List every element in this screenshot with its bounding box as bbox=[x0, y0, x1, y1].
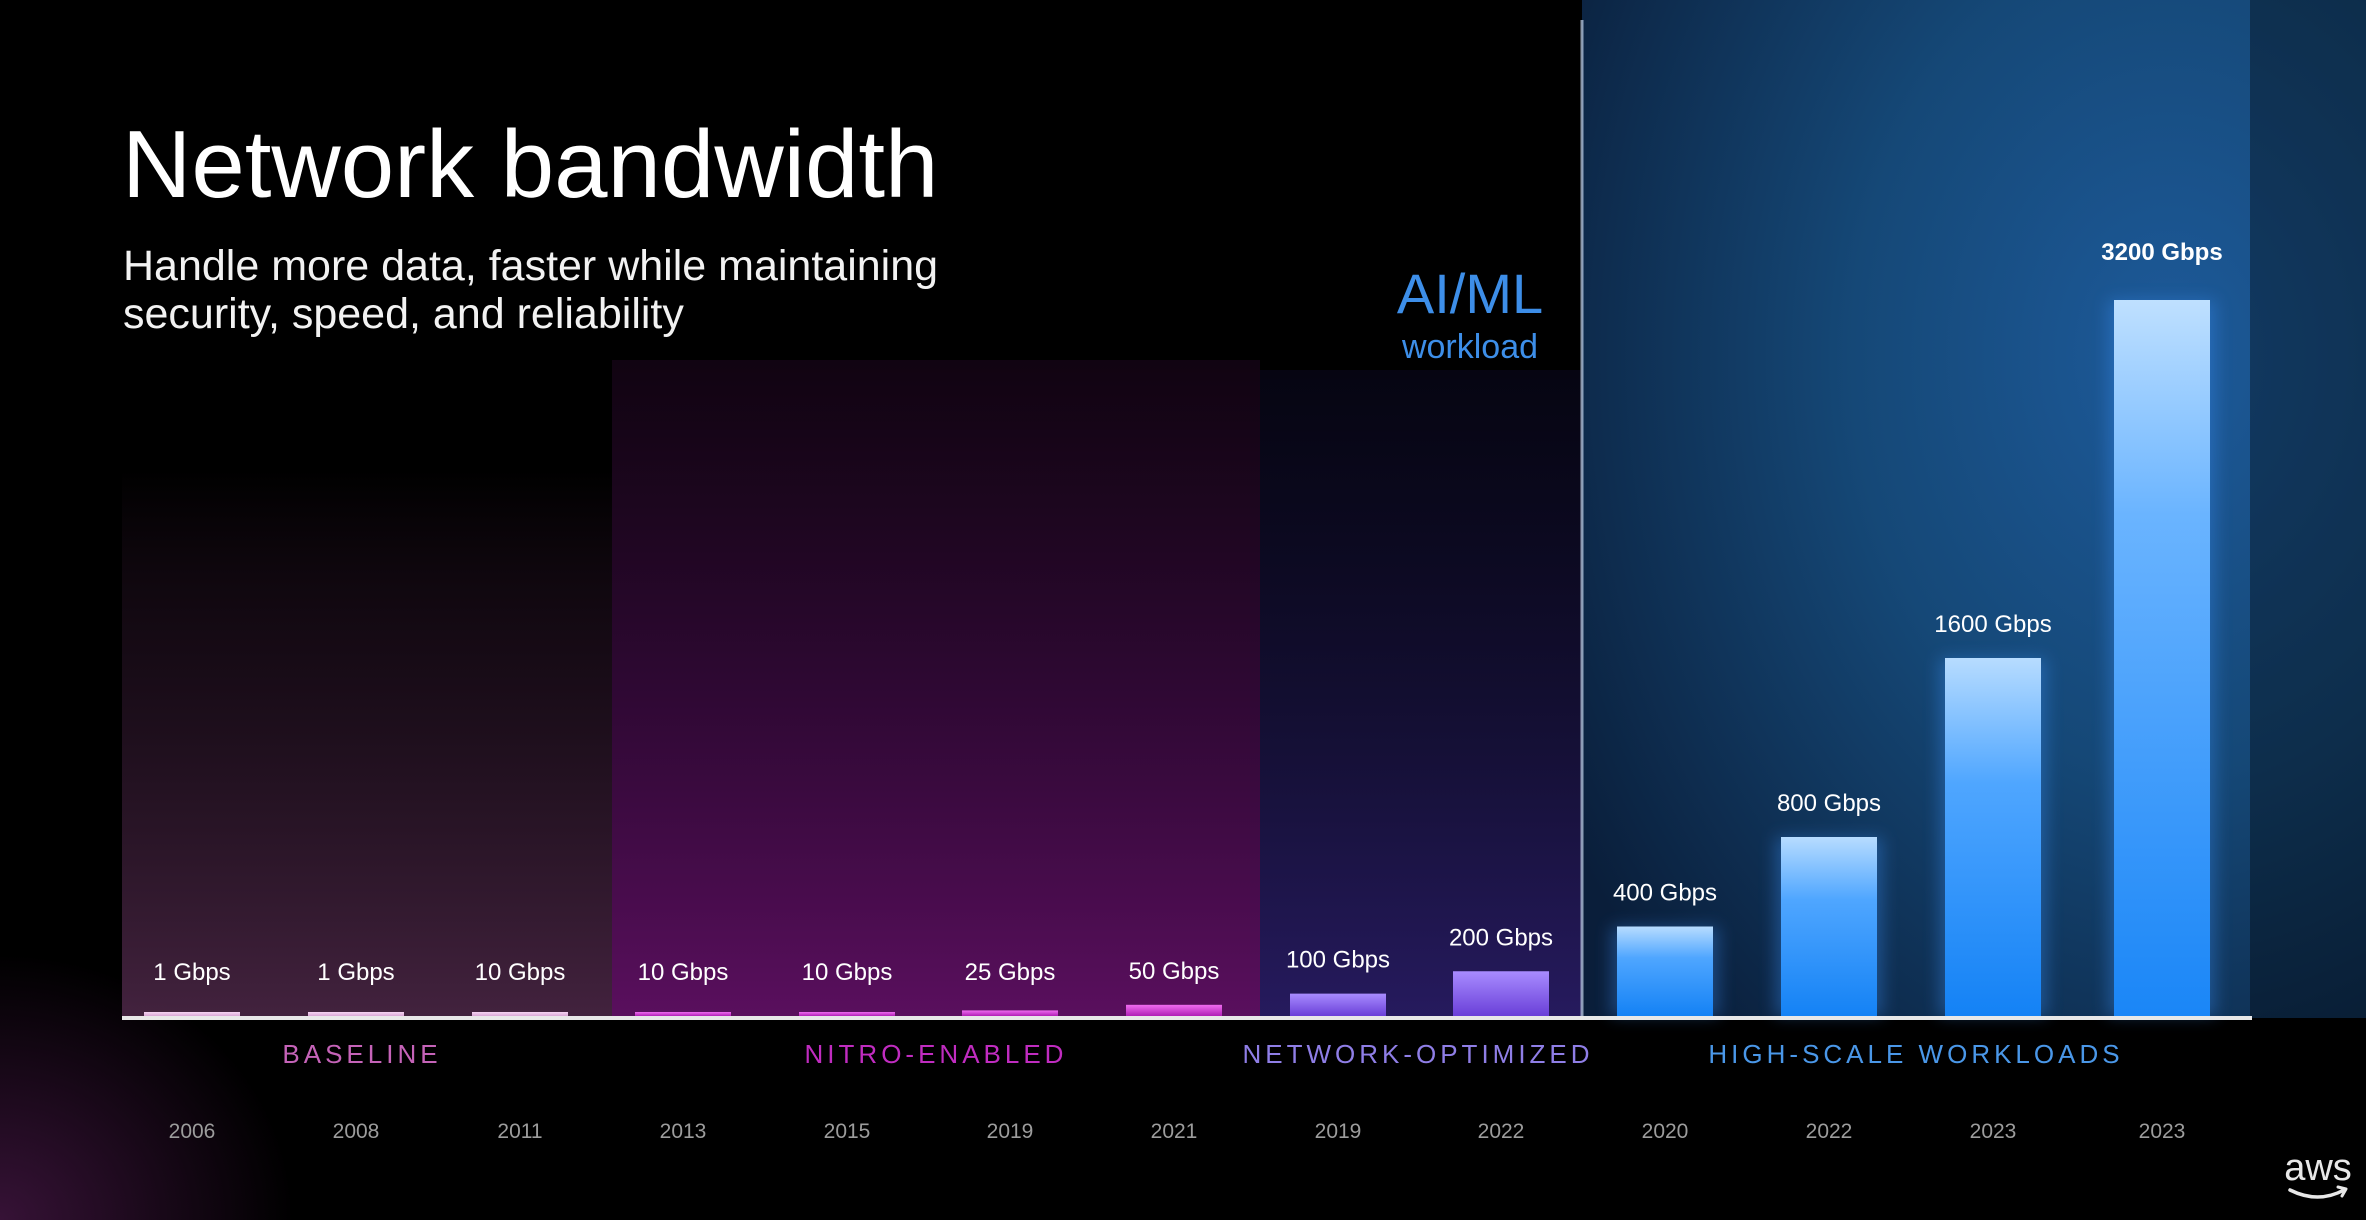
bar bbox=[962, 1010, 1058, 1016]
bar bbox=[1126, 1004, 1222, 1016]
bar-value-label: 100 Gbps bbox=[1286, 947, 1390, 974]
bar-value-label: 400 Gbps bbox=[1613, 880, 1717, 907]
bar-label-layer: 1 Gbps 1 Gbps 10 Gbps 10 Gbps 10 Gbps 25 Gbps… bbox=[153, 239, 2222, 986]
aiml-callout-title: AI/ML bbox=[1396, 262, 1544, 325]
year-tick-label: 2022 bbox=[1478, 1120, 1525, 1143]
group-label-layer: BASELINE NITRO-ENABLED NETWORK-OPTIMIZED HI… bbox=[282, 1039, 2123, 1069]
bar-value-label: 10 Gbps bbox=[638, 959, 729, 986]
bar-value-label: 1 Gbps bbox=[153, 959, 230, 986]
bar-value-label: 1 Gbps bbox=[317, 959, 394, 986]
year-tick-label: 2013 bbox=[660, 1120, 707, 1143]
group-label: NETWORK-OPTIMIZED bbox=[1242, 1039, 1593, 1069]
network-optimized-region bbox=[1260, 370, 1582, 1018]
bar-value-label: 10 Gbps bbox=[475, 959, 566, 986]
aws-logo: aws bbox=[2284, 1147, 2352, 1199]
year-tick-label: 2006 bbox=[169, 1120, 216, 1143]
subtitle-line: Handle more data, faster while maintaini… bbox=[123, 242, 939, 290]
bar-layer bbox=[144, 300, 2216, 1016]
bar bbox=[1290, 993, 1386, 1016]
year-tick-label: 2011 bbox=[497, 1120, 542, 1143]
bar bbox=[635, 1012, 731, 1016]
aws-smile-icon bbox=[2288, 1188, 2346, 1199]
year-tick-label: 2019 bbox=[1315, 1120, 1362, 1143]
year-tick-label: 2021 bbox=[1151, 1120, 1198, 1143]
aws-logo-text: aws bbox=[2284, 1147, 2352, 1189]
bar bbox=[144, 1012, 240, 1016]
year-tick-label: 2023 bbox=[2139, 1120, 2186, 1143]
bar-value-label: 10 Gbps bbox=[802, 959, 893, 986]
aiml-callout: AI/ML workload bbox=[1380, 262, 1560, 366]
subtitle-line: security, speed, and reliability bbox=[123, 290, 684, 338]
bar-value-label: 800 Gbps bbox=[1777, 790, 1881, 817]
bar-value-label: 1600 Gbps bbox=[1934, 611, 2051, 638]
bar bbox=[1945, 658, 2041, 1016]
bar-value-label: 25 Gbps bbox=[965, 959, 1056, 986]
group-label: BASELINE bbox=[282, 1039, 441, 1069]
year-tick-label: 2022 bbox=[1806, 1120, 1853, 1143]
nitro-region bbox=[612, 360, 1260, 1018]
year-tick-label: 2015 bbox=[824, 1120, 871, 1143]
bar bbox=[799, 1012, 895, 1016]
bar bbox=[472, 1012, 568, 1016]
page-title: Network bandwidth bbox=[122, 111, 939, 218]
high-scale-region-fade bbox=[2250, 0, 2366, 1018]
bar bbox=[1453, 971, 1549, 1016]
aws-arrow-icon bbox=[2336, 1185, 2348, 1198]
bar-value-label: 3200 Gbps bbox=[2101, 239, 2222, 266]
year-tick-label: 2023 bbox=[1970, 1120, 2017, 1143]
bar bbox=[1781, 837, 1877, 1016]
bar-value-label: 50 Gbps bbox=[1129, 958, 1220, 985]
group-label: NITRO-ENABLED bbox=[805, 1039, 1068, 1069]
page-subtitle: Handle more data, faster while maintaini… bbox=[123, 242, 1023, 338]
year-label-layer: 2006 2008 2011 2013 2015 2019 2021 2019 2022 2020… bbox=[169, 1120, 2186, 1143]
year-tick-label: 2019 bbox=[987, 1120, 1034, 1143]
year-tick-label: 2020 bbox=[1642, 1120, 1689, 1143]
aiml-callout-subtitle: workload bbox=[1401, 328, 1539, 366]
year-tick-label: 2008 bbox=[333, 1120, 380, 1143]
bar bbox=[1617, 926, 1713, 1016]
bar-value-label: 200 Gbps bbox=[1449, 924, 1553, 951]
bar bbox=[308, 1012, 404, 1016]
baseline-region bbox=[122, 470, 612, 1018]
group-label: HIGH-SCALE WORKLOADS bbox=[1708, 1039, 2123, 1069]
bar bbox=[2114, 300, 2210, 1016]
